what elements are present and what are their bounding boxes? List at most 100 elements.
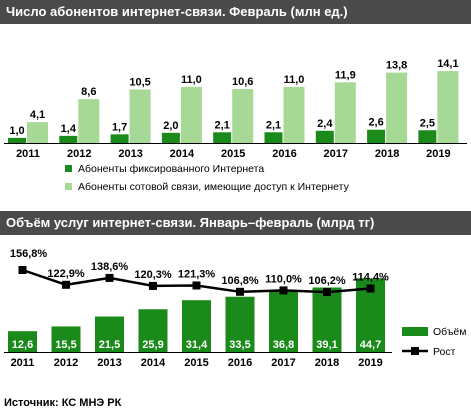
chart2-bar-label: 31,4 <box>186 339 208 351</box>
chart1-label-fixed: 2,1 <box>215 119 230 131</box>
chart1-label-mobile: 4,1 <box>30 109 45 121</box>
chart2-bar <box>138 309 168 352</box>
chart2-growth-marker <box>192 281 201 290</box>
chart2-bar-label: 33,5 <box>229 339 250 351</box>
chart2-growth-marker <box>18 266 27 274</box>
chart2-growth-label: 156,8% <box>10 248 48 260</box>
chart1-x-tick: 2012 <box>67 148 91 160</box>
chart2-growth-label: 122,9% <box>47 268 85 280</box>
chart1-bar-fixed <box>59 135 78 143</box>
chart2-bar <box>312 287 342 352</box>
chart1-x-tick: 2015 <box>221 148 245 160</box>
chart2-growth-marker <box>366 284 375 293</box>
chart2-plot: 12,6 2011 15,5 2012 21,5 2013 25,9 2014 31,4 2015… <box>4 248 466 369</box>
chart2-legend-swatch-marker <box>411 347 419 355</box>
chart1-x-tick: 2014 <box>170 148 195 160</box>
chart1-legend-swatch <box>65 183 72 190</box>
chart2-growth-marker <box>105 273 114 282</box>
chart2-x-tick: 2014 <box>141 357 166 369</box>
chart2-growth-marker <box>62 280 70 289</box>
chart2-bar-label: 15,5 <box>55 339 76 351</box>
chart2-bar-label: 12,6 <box>12 339 33 351</box>
chart2-x-tick: 2019 <box>358 357 382 369</box>
chart1-label-fixed: 2,4 <box>317 118 333 130</box>
chart1-label-fixed: 1,0 <box>9 125 24 137</box>
chart1-bar-mobile <box>386 72 408 143</box>
chart2-bar <box>51 326 81 352</box>
chart2-x-tick: 2015 <box>184 357 208 369</box>
chart1-bar-mobile <box>437 71 459 143</box>
chart2-growth-label: 138,6% <box>91 261 129 273</box>
chart2-bar-label: 25,9 <box>142 339 163 351</box>
chart1-bar-mobile <box>78 99 100 143</box>
chart2-bar <box>95 316 124 352</box>
chart2-title: Объём услуг интернет-связи. Январь–февра… <box>0 211 471 235</box>
chart2-bar <box>225 296 255 352</box>
chart1-legend-swatch <box>65 165 72 172</box>
chart1-bar-fixed <box>315 130 334 143</box>
chart1-bar-fixed <box>8 137 26 143</box>
chart1-label-fixed: 2,5 <box>420 117 435 129</box>
chart2-growth-label: 106,8% <box>221 275 259 287</box>
chart2-x-tick: 2011 <box>11 357 35 369</box>
chart1-bar-fixed <box>367 129 386 143</box>
chart2-legend-swatch-bar <box>402 327 428 336</box>
chart1-bar-mobile <box>129 89 151 143</box>
chart1-x-tick: 2011 <box>16 148 40 160</box>
chart1-bar-mobile <box>27 122 48 143</box>
chart1-label-fixed: 2,1 <box>266 119 281 131</box>
chart1-x-tick: 2017 <box>324 148 348 160</box>
chart1-label-fixed: 1,7 <box>112 121 127 133</box>
chart2-bar <box>269 291 298 352</box>
chart2-growth-label: 121,3% <box>178 268 216 280</box>
chart1-x-tick: 2019 <box>426 148 450 160</box>
chart1-bar-fixed <box>213 132 232 143</box>
chart2-growth-marker <box>279 286 288 295</box>
chart2-bar-label: 44,7 <box>360 339 381 351</box>
chart2-growth-marker <box>236 287 244 296</box>
chart2-bar-label: 39,1 <box>316 339 337 351</box>
chart1-bar-mobile <box>283 86 305 143</box>
chart1-label-mobile: 13,8 <box>386 60 407 72</box>
chart2-bar-label: 21,5 <box>99 339 120 351</box>
chart1-bar-mobile <box>180 86 202 143</box>
chart1-label-mobile: 11,9 <box>335 69 356 81</box>
chart1-x-tick: 2013 <box>118 148 142 160</box>
chart1-bar-fixed <box>264 132 283 143</box>
chart1-legend-label: Абоненты фиксированного Интернета <box>78 163 264 175</box>
chart1-legend-label: Абоненты сотовой связи, имеющие доступ к… <box>78 181 350 193</box>
chart2-x-tick: 2018 <box>315 357 339 369</box>
chart2-x-tick: 2012 <box>54 357 78 369</box>
chart1-plot: 1,0 4,1 2011 1,4 8,6 2012 1,7 10,5 2013 2,0 11,0 20… <box>4 58 467 193</box>
chart1-label-mobile: 10,5 <box>129 76 150 88</box>
chart2-bar-label: 36,8 <box>273 339 294 351</box>
chart2-legend-label-bar: Объём <box>433 326 466 338</box>
chart2-x-tick: 2016 <box>228 357 252 369</box>
chart1-label-mobile: 11,0 <box>181 74 202 86</box>
chart2-x-tick: 2017 <box>271 357 295 369</box>
chart1-bar-mobile <box>232 88 254 143</box>
chart2-growth-label: 106,2% <box>308 275 346 287</box>
chart1-bar-fixed <box>161 132 180 143</box>
chart1-label-fixed: 1,4 <box>61 123 77 135</box>
chart1-label-mobile: 10,6 <box>232 76 253 88</box>
chart2-growth-label: 120,3% <box>134 269 172 281</box>
source-note: Источник: КС МНЭ РК <box>4 397 122 409</box>
chart2-growth-label: 114,4% <box>352 271 389 283</box>
chart1-label-mobile: 14,1 <box>437 58 458 70</box>
chart2-growth-marker <box>149 281 157 290</box>
chart2-bar <box>8 331 37 352</box>
chart1-x-tick: 2016 <box>272 148 296 160</box>
chart1-title: Число абонентов интернет-связи. Февраль … <box>0 0 471 24</box>
chart2-x-tick: 2013 <box>97 357 121 369</box>
chart1-bar-mobile <box>334 82 356 143</box>
chart2-growth-label: 110,0% <box>265 273 302 285</box>
chart2-growth-marker <box>323 288 331 297</box>
chart1-bar-fixed <box>418 130 437 143</box>
chart1-x-tick: 2018 <box>375 148 399 160</box>
chart2-legend-label-line: Рост <box>433 346 456 358</box>
chart2-bar <box>182 300 211 352</box>
chart1-label-fixed: 2,6 <box>368 117 383 129</box>
chart1-label-mobile: 8,6 <box>81 86 96 98</box>
chart1-bar-fixed <box>110 134 129 143</box>
